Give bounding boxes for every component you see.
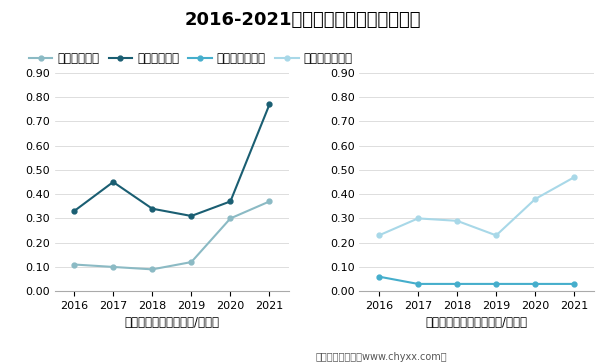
石英岩进口均价	[571, 175, 578, 179]
石英岩出口均价	[531, 282, 539, 286]
Line: 石英进口均价: 石英进口均价	[72, 102, 272, 218]
Line: 石英出口均价: 石英出口均价	[72, 199, 272, 272]
石英进口均价	[188, 214, 195, 218]
石英岩进口均价	[375, 233, 382, 238]
Legend: 石英出口均价, 石英进口均价, 石英岩出口均价, 石英岩进口均价: 石英出口均价, 石英进口均价, 石英岩出口均价, 石英岩进口均价	[24, 48, 357, 70]
石英岩出口均价	[453, 282, 461, 286]
石英出口均价	[148, 267, 156, 272]
石英岩出口均价	[415, 282, 422, 286]
石英岩出口均价	[571, 282, 578, 286]
Line: 石英岩出口均价: 石英岩出口均价	[376, 274, 577, 286]
石英进口均价	[110, 180, 117, 184]
石英岩进口均价	[531, 197, 539, 201]
石英进口均价	[227, 199, 234, 203]
X-axis label: 石英进出口均价（美元/千克）: 石英进出口均价（美元/千克）	[124, 316, 219, 329]
石英出口均价	[266, 199, 273, 203]
石英出口均价	[188, 260, 195, 264]
石英进口均价	[148, 206, 156, 211]
Text: 2016-2021年石英、石英岩进出口均价: 2016-2021年石英、石英岩进出口均价	[185, 11, 421, 29]
Text: 制图：智研咨询（www.chyxx.com）: 制图：智研咨询（www.chyxx.com）	[316, 352, 448, 362]
Line: 石英岩进口均价: 石英岩进口均价	[376, 175, 577, 238]
石英岩出口均价	[493, 282, 500, 286]
石英岩进口均价	[493, 233, 500, 238]
石英岩出口均价	[375, 274, 382, 279]
石英出口均价	[227, 216, 234, 221]
石英出口均价	[70, 262, 78, 267]
石英岩进口均价	[415, 216, 422, 221]
石英进口均价	[266, 102, 273, 107]
X-axis label: 石英岩进出口均价（美元/千克）: 石英岩进出口均价（美元/千克）	[425, 316, 528, 329]
石英出口均价	[110, 265, 117, 269]
石英进口均价	[70, 209, 78, 213]
石英岩进口均价	[453, 219, 461, 223]
